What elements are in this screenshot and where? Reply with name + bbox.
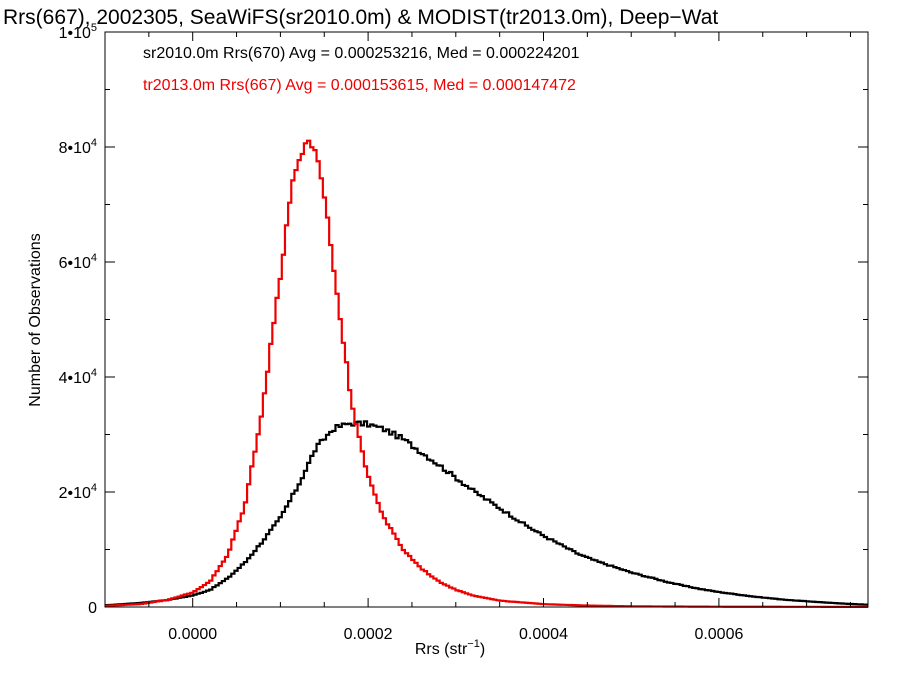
y-tick-labels: 0 2•104 4•104 6•104 8•104 1•105 — [59, 22, 98, 617]
x-tick-label: 0.0004 — [519, 626, 568, 643]
annotation-series-1: sr2010.0m Rrs(670) Avg = 0.000253216, Me… — [143, 45, 580, 62]
series-line-1 — [105, 420, 868, 607]
axis-ticks — [104, 31, 868, 608]
x-axis-label: Rrs (str−1) — [415, 638, 485, 658]
annotation-series-2: tr2013.0m Rrs(667) Avg = 0.000153615, Me… — [143, 77, 576, 94]
annotation-text-2: tr2013.0m Rrs(667) Avg = 0.000153615, Me… — [143, 77, 576, 94]
annotation-text-1: sr2010.0m Rrs(670) Avg = 0.000253216, Me… — [143, 45, 580, 62]
y-tick-label: 6•104 — [59, 252, 97, 272]
x-tick-labels: 0.0000 0.0002 0.0004 0.0006 — [168, 626, 743, 643]
x-tick-label: 0.0002 — [344, 626, 393, 643]
series-line-2 — [105, 139, 868, 608]
plot-frame — [104, 31, 869, 608]
x-tick-label: 0.0006 — [694, 626, 743, 643]
plot-lines — [105, 139, 868, 608]
x-tick-label: 0.0000 — [168, 626, 217, 643]
y-axis-label: Number of Observations — [27, 233, 44, 406]
y-tick-label: 0 — [88, 600, 97, 617]
y-tick-label: 8•104 — [59, 137, 97, 157]
y-tick-label: 2•104 — [59, 482, 97, 502]
y-tick-label: 1•105 — [59, 22, 97, 42]
chart-title: Rrs(667), 2002305, SeaWiFS(sr2010.0m) & … — [3, 6, 718, 29]
y-tick-label: 4•104 — [59, 367, 97, 387]
